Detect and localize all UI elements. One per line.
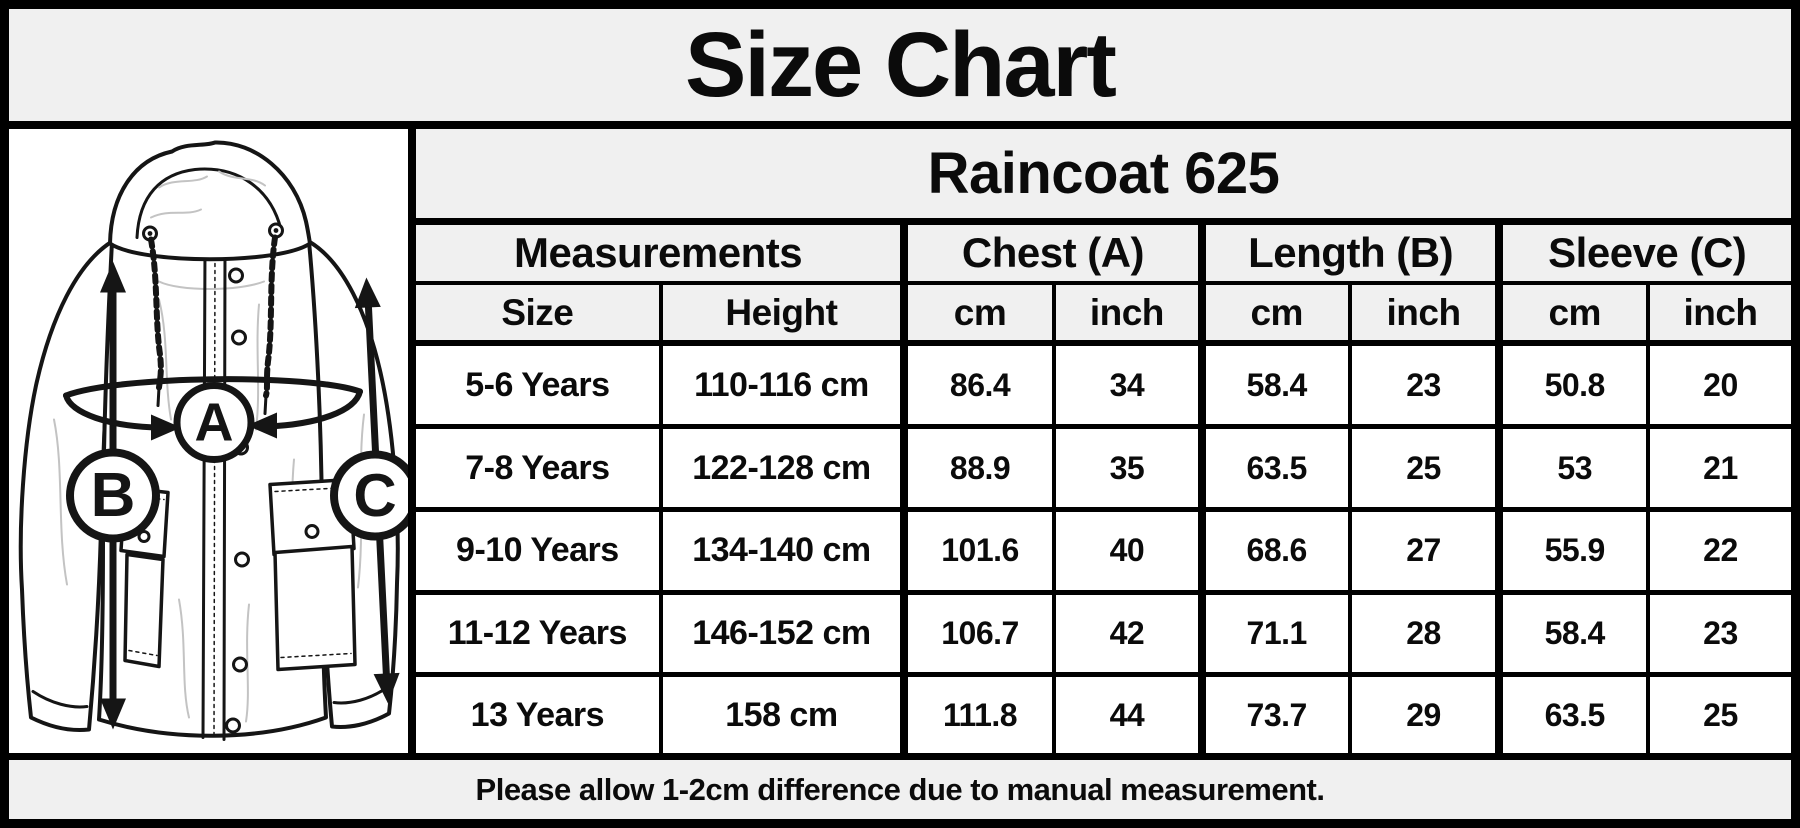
table-row: 11-12 Years 146-152 cm 106.7 42 71.1 28 … [416, 589, 1791, 677]
cell-sleeve-inch: 23 [1645, 589, 1791, 677]
cell-size: 5-6 Years [416, 340, 663, 429]
col-header-sleeve-cm: cm [1495, 281, 1650, 346]
group-header-row: Measurements Chest (A) Length (B) Sleeve… [416, 219, 1791, 285]
footer-note-bar: Please allow 1-2cm difference due to man… [9, 753, 1791, 819]
cell-height: 110-116 cm [658, 340, 907, 429]
cell-chest-inch: 44 [1051, 672, 1204, 753]
col-group-length: Length (B) [1197, 219, 1502, 285]
cell-sleeve-cm: 53 [1495, 424, 1650, 512]
cell-chest-inch: 40 [1051, 506, 1204, 595]
cell-sleeve-cm: 63.5 [1495, 672, 1650, 753]
cell-length-inch: 23 [1347, 340, 1502, 429]
measurement-disclaimer: Please allow 1-2cm difference due to man… [475, 771, 1325, 807]
col-header-height: Height [658, 281, 907, 346]
cell-chest-inch: 34 [1051, 340, 1204, 429]
size-table: Raincoat 625 Measurements Chest (A) Leng… [416, 129, 1791, 753]
cell-length-cm: 63.5 [1197, 424, 1352, 512]
jacket-diagram-panel: A B C [9, 129, 416, 753]
cell-height: 146-152 cm [658, 589, 907, 677]
sub-header-row: Size Height cm inch cm inch cm inch [416, 281, 1791, 346]
cell-size: 9-10 Years [416, 506, 663, 595]
table-row: 7-8 Years 122-128 cm 88.9 35 63.5 25 53 … [416, 424, 1791, 512]
cell-length-cm: 68.6 [1197, 506, 1352, 595]
col-group-chest: Chest (A) [900, 219, 1204, 285]
page-title: Size Chart [685, 13, 1117, 116]
cell-sleeve-inch: 20 [1645, 340, 1791, 429]
raincoat-line-drawing-icon: A B C [18, 140, 408, 741]
cell-sleeve-cm: 58.4 [1495, 589, 1650, 677]
col-group-measurements: Measurements [416, 219, 907, 285]
cell-length-inch: 29 [1347, 672, 1502, 753]
product-name: Raincoat 625 [416, 129, 1791, 225]
cell-chest-cm: 111.8 [900, 672, 1056, 753]
table-row: 13 Years 158 cm 111.8 44 73.7 29 63.5 25 [416, 672, 1791, 753]
col-group-sleeve: Sleeve (C) [1495, 219, 1791, 285]
cell-chest-cm: 88.9 [900, 424, 1056, 512]
cell-size: 7-8 Years [416, 424, 663, 512]
cell-height: 158 cm [658, 672, 907, 753]
cell-length-cm: 71.1 [1197, 589, 1352, 677]
cell-sleeve-cm: 50.8 [1495, 340, 1650, 429]
col-header-length-cm: cm [1197, 281, 1352, 346]
table-row: 9-10 Years 134-140 cm 101.6 40 68.6 27 5… [416, 506, 1791, 595]
cell-length-inch: 25 [1347, 424, 1502, 512]
col-header-sleeve-inch: inch [1645, 281, 1791, 346]
size-table-panel: Raincoat 625 Measurements Chest (A) Leng… [416, 129, 1791, 753]
chest-marker-label: A [195, 393, 234, 453]
cell-size: 13 Years [416, 672, 663, 753]
cell-length-cm: 58.4 [1197, 340, 1352, 429]
cell-sleeve-inch: 21 [1645, 424, 1791, 512]
col-header-size: Size [416, 281, 663, 346]
cell-chest-cm: 106.7 [900, 589, 1056, 677]
sleeve-marker-label: C [353, 462, 396, 529]
cell-chest-cm: 101.6 [900, 506, 1056, 595]
cell-sleeve-cm: 55.9 [1495, 506, 1650, 595]
title-bar: Size Chart [9, 9, 1791, 129]
cell-size: 11-12 Years [416, 589, 663, 677]
col-header-chest-inch: inch [1051, 281, 1204, 346]
table-row: 5-6 Years 110-116 cm 86.4 34 58.4 23 50.… [416, 340, 1791, 429]
cell-sleeve-inch: 22 [1645, 506, 1791, 595]
cell-height: 134-140 cm [658, 506, 907, 595]
cell-length-inch: 27 [1347, 506, 1502, 595]
cell-length-inch: 28 [1347, 589, 1502, 677]
col-header-length-inch: inch [1347, 281, 1502, 346]
cell-sleeve-inch: 25 [1645, 672, 1791, 753]
cell-chest-cm: 86.4 [900, 340, 1056, 429]
cell-length-cm: 73.7 [1197, 672, 1352, 753]
product-header-row: Raincoat 625 [416, 129, 1791, 225]
col-header-chest-cm: cm [900, 281, 1056, 346]
length-marker-label: B [91, 461, 136, 530]
cell-chest-inch: 42 [1051, 589, 1204, 677]
cell-chest-inch: 35 [1051, 424, 1204, 512]
cell-height: 122-128 cm [658, 424, 907, 512]
main-area: A B C Raincoat 625 [9, 129, 1791, 753]
